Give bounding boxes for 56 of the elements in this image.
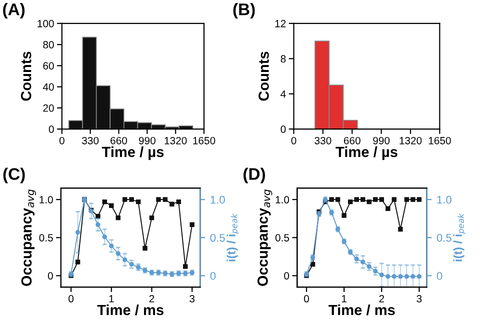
y-tick-label: 40: [42, 83, 54, 91]
x-axis-title: Time / ms: [97, 304, 164, 316]
chart-title: (B): [233, 3, 255, 19]
x-tick-label: 3: [416, 295, 422, 302]
y-tick-label: 80: [43, 41, 54, 48]
y-tick-label: 1.0: [40, 196, 53, 204]
chart-title: (D): [244, 168, 265, 184]
y-tick-label: 0: [280, 126, 286, 133]
x-tick-label: 1650: [193, 136, 216, 144]
y2-tick-label: 0: [210, 272, 216, 280]
y-tick-label: 8: [280, 55, 286, 63]
x-tick-label: 0: [59, 136, 64, 144]
x-tick-label: 1: [342, 295, 346, 302]
y2-tick-label: 1.0: [210, 196, 225, 204]
chart-title: (C): [3, 168, 25, 184]
x-axis-title: Time / µs: [336, 146, 398, 160]
x-tick-label: 2: [149, 295, 154, 302]
x-tick-label: 0: [291, 136, 296, 144]
x-tick-label: 660: [110, 136, 128, 144]
y-tick-label: 0.5: [275, 234, 290, 242]
x-tick-label: 3: [190, 295, 195, 302]
y-tick-label: 0.5: [39, 234, 53, 242]
x-tick-label: 1: [109, 295, 114, 302]
x-tick-label: 660: [344, 136, 360, 144]
x-tick-label: 1650: [428, 136, 451, 144]
x-tick-label: 0: [304, 295, 309, 302]
y2-axis-title: i(t) / i$_{peak}$: [453, 213, 466, 262]
y2-tick-label: 0.5: [210, 234, 225, 242]
y-axis-title: Counts: [20, 52, 32, 101]
x-tick-label: 330: [82, 136, 99, 144]
y2-tick-label: 0.5: [436, 234, 452, 242]
y-axis-title: Occupancy$_{avg}$: [257, 189, 272, 286]
x-tick-label: 2: [379, 295, 384, 302]
y-tick-label: 0: [48, 126, 54, 133]
x-tick-label: 990: [373, 136, 390, 144]
x-tick-label: 1320: [400, 136, 422, 144]
x-tick-label: 990: [138, 136, 156, 144]
y-axis-title: Counts: [258, 52, 269, 101]
x-tick-label: 0: [68, 295, 74, 302]
y-tick-label: 60: [43, 62, 54, 70]
x-axis-title: Time / µs: [102, 146, 164, 160]
y-tick-label: 0: [48, 272, 53, 280]
chart-title: (A): [3, 3, 25, 19]
y-tick-label: 20: [43, 104, 54, 112]
y2-tick-label: 1.0: [437, 196, 452, 204]
y-tick-label: 1.0: [276, 196, 290, 204]
y-tick-label: 0: [284, 272, 290, 280]
y2-tick-label: 0: [436, 272, 442, 280]
y-tick-label: 100: [38, 20, 54, 28]
y-tick-label: 4: [280, 90, 286, 98]
y-tick-label: 12: [275, 20, 286, 28]
y-axis-title: Occupancy$_{avg}$: [21, 189, 36, 286]
y2-axis-title: i(t) / i$_{peak}$: [226, 213, 239, 262]
x-axis-title: Time / ms: [328, 304, 395, 316]
x-tick-label: 1320: [164, 136, 187, 144]
x-tick-label: 330: [314, 136, 332, 144]
